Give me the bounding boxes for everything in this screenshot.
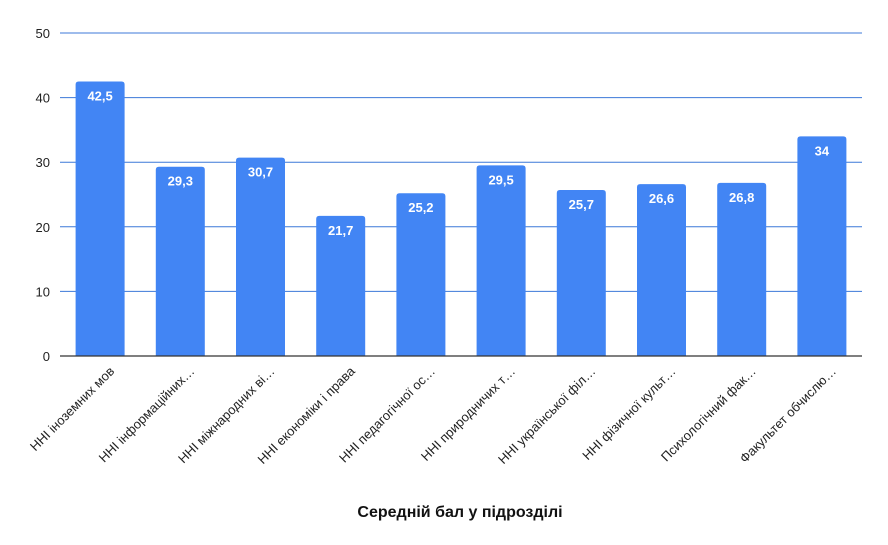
y-tick-label: 20 xyxy=(36,220,50,235)
data-label: 29,5 xyxy=(488,172,513,187)
bar xyxy=(236,157,285,356)
data-label: 25,7 xyxy=(569,197,594,212)
data-label: 42,5 xyxy=(87,88,112,103)
data-label: 30,7 xyxy=(248,165,273,180)
data-labels: 42,5 29,3 30,7 21,7 25,2 29,5 25,7 26,6 26,8 34 xyxy=(87,88,829,237)
bar xyxy=(476,165,526,356)
data-label: 29,3 xyxy=(168,174,193,189)
bar xyxy=(717,182,767,356)
x-category-label: ННІ іноземних мов xyxy=(27,363,117,453)
bar xyxy=(637,184,686,356)
y-tick-label: 10 xyxy=(36,284,50,299)
data-label: 34 xyxy=(815,143,830,158)
data-label: 26,6 xyxy=(649,191,674,206)
y-tick-label: 50 xyxy=(36,26,50,41)
bar xyxy=(316,215,366,356)
bar xyxy=(75,81,125,356)
y-tick-label: 0 xyxy=(43,349,50,364)
bar xyxy=(797,136,847,356)
data-label: 25,2 xyxy=(408,200,433,215)
x-axis-title: Середній бал у підрозділі xyxy=(357,504,562,521)
data-label: 21,7 xyxy=(328,223,353,238)
bars xyxy=(75,81,847,356)
bar xyxy=(396,193,446,356)
y-tick-label: 30 xyxy=(36,155,50,170)
data-label: 26,8 xyxy=(729,190,754,205)
y-axis-ticks: 0 10 20 30 40 50 xyxy=(36,26,50,364)
y-tick-label: 40 xyxy=(36,91,50,106)
bar xyxy=(155,166,205,356)
bar xyxy=(556,189,606,356)
